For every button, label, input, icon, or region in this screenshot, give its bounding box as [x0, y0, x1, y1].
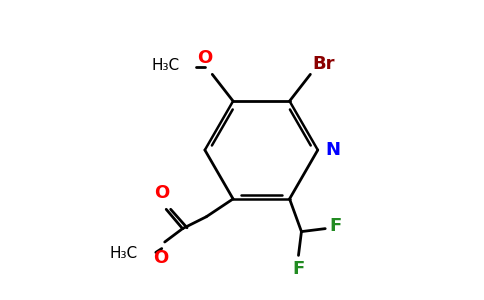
Text: H₃C: H₃C — [110, 246, 138, 261]
Text: F: F — [292, 260, 304, 278]
Text: H₃C: H₃C — [151, 58, 180, 73]
Text: O: O — [152, 248, 168, 266]
Text: O: O — [154, 184, 169, 202]
Text: N: N — [325, 141, 340, 159]
Text: Br: Br — [313, 55, 335, 73]
Text: O: O — [197, 49, 212, 67]
Text: F: F — [330, 217, 342, 235]
